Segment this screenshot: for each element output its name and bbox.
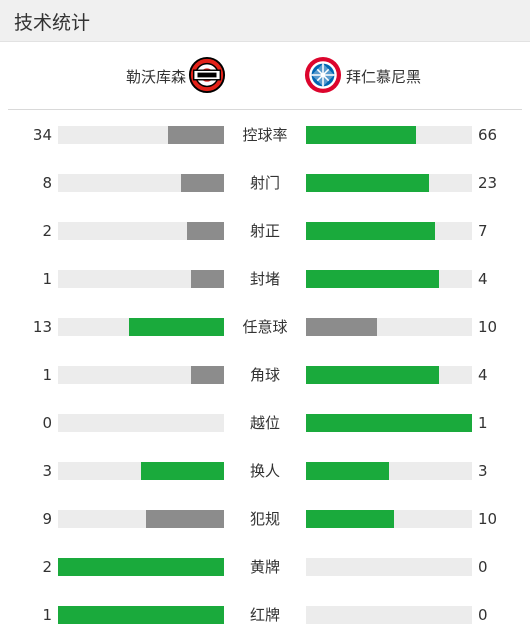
home-value: 9 <box>42 510 52 528</box>
stat-label: 越位 <box>249 414 280 432</box>
home-bar-track <box>58 606 224 624</box>
away-bar-track <box>306 318 472 336</box>
away-bar-fill <box>306 366 439 384</box>
stat-label: 红牌 <box>249 606 280 624</box>
home-bar-fill <box>129 318 224 336</box>
stat-row: 2 黄牌 0 <box>0 557 530 577</box>
away-value: 4 <box>478 270 488 288</box>
home-value: 8 <box>42 174 52 192</box>
away-value: 23 <box>478 174 498 192</box>
away-value: 10 <box>478 510 498 528</box>
home-bar-track <box>58 222 224 240</box>
away-bar-track <box>306 606 472 624</box>
away-value: 3 <box>478 462 488 480</box>
home-bar-track <box>58 366 224 384</box>
bayer-leverkusen-crest-icon <box>188 56 226 94</box>
away-bar-track <box>306 270 472 288</box>
stat-row: 1 红牌 0 <box>0 605 530 625</box>
home-value: 13 <box>32 318 52 336</box>
stat-label: 犯规 <box>249 510 280 528</box>
away-bar-track <box>306 222 472 240</box>
away-value: 0 <box>478 558 488 576</box>
home-bar-fill <box>58 606 224 624</box>
away-value: 1 <box>478 414 488 432</box>
stat-label: 射正 <box>249 222 280 240</box>
header-bar: 技术统计 <box>0 0 530 42</box>
home-bar-fill <box>58 558 224 576</box>
away-value: 7 <box>478 222 488 240</box>
home-bar-track <box>58 126 224 144</box>
away-value: 10 <box>478 318 498 336</box>
stat-label: 任意球 <box>242 318 288 336</box>
home-bar-track <box>58 270 224 288</box>
home-bar-track <box>58 510 224 528</box>
home-bar-fill <box>181 174 224 192</box>
stat-label: 控球率 <box>242 126 288 144</box>
away-value: 0 <box>478 606 488 624</box>
away-bar-fill <box>306 510 394 528</box>
home-team-name: 勒沃库森 <box>125 68 186 86</box>
home-bar-fill <box>146 510 224 528</box>
home-value: 0 <box>42 414 52 432</box>
home-bar-fill <box>187 222 224 240</box>
away-value: 4 <box>478 366 488 384</box>
stat-row: 8 射门 23 <box>0 173 530 193</box>
home-bar-track <box>58 558 224 576</box>
stat-label: 射门 <box>249 174 280 192</box>
home-value: 34 <box>32 126 52 144</box>
away-bar-fill <box>306 174 429 192</box>
away-value: 66 <box>478 126 498 144</box>
away-bar-track <box>306 462 472 480</box>
home-bar-fill <box>191 270 224 288</box>
page-title: 技术统计 <box>14 12 91 34</box>
away-bar-track <box>306 366 472 384</box>
away-bar-track <box>306 414 472 432</box>
away-bar-fill <box>306 414 472 432</box>
stat-row: 1 角球 4 <box>0 365 530 385</box>
home-bar-fill <box>191 366 224 384</box>
away-team-name: 拜仁慕尼黑 <box>346 68 422 86</box>
stat-label: 换人 <box>249 462 280 480</box>
home-bar-fill <box>168 126 224 144</box>
teams-header: 勒沃库森 拜仁慕尼黑 <box>0 42 530 110</box>
home-value: 1 <box>42 270 52 288</box>
stat-row: 1 封堵 4 <box>0 269 530 289</box>
away-bar-track <box>306 558 472 576</box>
home-bar-track <box>58 462 224 480</box>
stat-row: 3 换人 3 <box>0 461 530 481</box>
away-bar-track <box>306 510 472 528</box>
divider <box>8 109 522 110</box>
stat-row: 2 射正 7 <box>0 221 530 241</box>
away-bar-fill <box>306 222 435 240</box>
stat-row: 9 犯规 10 <box>0 509 530 529</box>
away-bar-fill <box>306 270 439 288</box>
bayern-munich-crest-icon <box>304 56 342 94</box>
home-bar-fill <box>141 462 224 480</box>
home-bar-track <box>58 414 224 432</box>
home-value: 2 <box>42 558 52 576</box>
stat-row: 0 越位 1 <box>0 413 530 433</box>
home-bar-track <box>58 174 224 192</box>
away-bar-fill <box>306 318 377 336</box>
stat-label: 黄牌 <box>249 558 280 576</box>
away-bar-fill <box>306 126 416 144</box>
home-value: 1 <box>42 606 52 624</box>
away-bar-track <box>306 126 472 144</box>
stat-row: 34 控球率 66 <box>0 125 530 145</box>
home-bar-track <box>58 318 224 336</box>
home-value: 2 <box>42 222 52 240</box>
away-bar-fill <box>306 462 389 480</box>
stat-label: 封堵 <box>249 270 280 288</box>
stat-label: 角球 <box>249 366 280 384</box>
home-value: 3 <box>42 462 52 480</box>
stat-row: 13 任意球 10 <box>0 317 530 337</box>
away-bar-track <box>306 174 472 192</box>
home-value: 1 <box>42 366 52 384</box>
